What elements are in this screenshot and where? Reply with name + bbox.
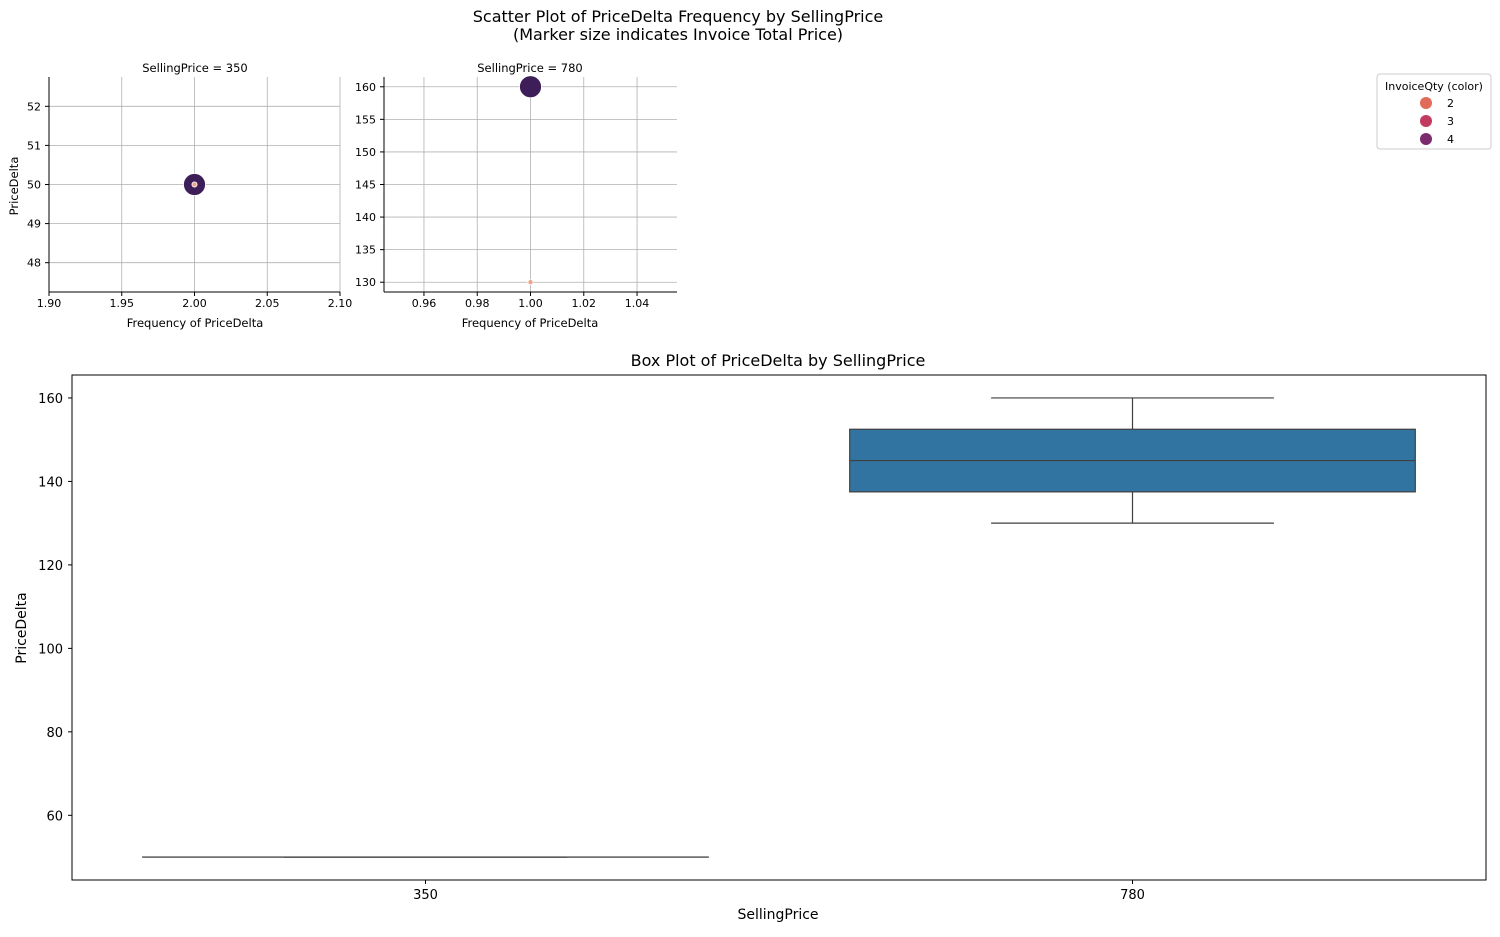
x-tick-label: 1.00 xyxy=(518,297,543,310)
scatter-point xyxy=(519,75,542,99)
y-tick-label: 50 xyxy=(27,179,41,192)
box-780 xyxy=(849,397,1416,524)
x-tick-label: 0.96 xyxy=(412,297,437,310)
y-tick-label: 60 xyxy=(46,809,63,824)
scatter-panel-350: SellingPrice = 350 Frequency of PriceDel… xyxy=(7,61,352,330)
x-tick-label: 0.98 xyxy=(465,297,490,310)
scatter-point xyxy=(527,279,534,286)
y-tick-label: 130 xyxy=(355,276,376,289)
y-tick-label: 49 xyxy=(27,218,41,231)
box-plot-panel: Box Plot of PriceDelta by SellingPrice S… xyxy=(14,351,1487,923)
y-tick-label: 150 xyxy=(355,146,376,159)
grid xyxy=(384,77,677,292)
legend-marker-4 xyxy=(1420,133,1432,145)
legend-label-2: 2 xyxy=(1447,97,1454,110)
panel-title: Box Plot of PriceDelta by SellingPrice xyxy=(631,351,926,370)
x-axis-label: Frequency of PriceDelta xyxy=(462,316,599,330)
scatter-panel-780: SellingPrice = 780 Frequency of PriceDel… xyxy=(355,61,677,330)
axes-frame xyxy=(71,374,1487,881)
y-tick-label: 51 xyxy=(27,139,41,152)
scatter-point xyxy=(191,181,198,188)
y-tick-label: 160 xyxy=(38,392,63,407)
legend: InvoiceQty (color) 2 3 4 xyxy=(1376,73,1492,150)
x-tick-label: 2.00 xyxy=(182,297,207,310)
y-tick-label: 135 xyxy=(355,244,376,257)
legend-marker-2 xyxy=(1420,97,1432,109)
x-tick-label: 1.90 xyxy=(37,297,62,310)
x-tick-label: 350 xyxy=(413,888,438,903)
y-tick-label: 100 xyxy=(38,642,63,657)
y-tick-label: 120 xyxy=(38,559,63,574)
figure-subtitle: (Marker size indicates Invoice Total Pri… xyxy=(513,25,843,44)
x-axis-label: Frequency of PriceDelta xyxy=(127,316,264,330)
x-tick-label: 1.02 xyxy=(572,297,597,310)
panel-title: SellingPrice = 350 xyxy=(142,61,248,75)
y-tick-label: 80 xyxy=(46,726,63,741)
figure-title: Scatter Plot of PriceDelta Frequency by … xyxy=(473,7,883,26)
y-tick-label: 52 xyxy=(27,100,41,113)
legend-label-3: 3 xyxy=(1447,115,1454,128)
y-tick-label: 140 xyxy=(38,475,63,490)
legend-frame xyxy=(1376,73,1492,150)
x-axis-label: SellingPrice xyxy=(737,907,818,923)
y-tick-label: 48 xyxy=(27,257,41,270)
y-axis-label: PriceDelta xyxy=(7,157,21,216)
legend-title: InvoiceQty (color) xyxy=(1385,80,1483,93)
y-axis-label: PriceDelta xyxy=(14,592,30,664)
x-tick-label: 2.05 xyxy=(255,297,280,310)
x-tick-label: 1.04 xyxy=(625,297,650,310)
panel-title: SellingPrice = 780 xyxy=(477,61,583,75)
grid xyxy=(48,77,341,292)
x-tick-label: 780 xyxy=(1120,888,1145,903)
y-tick-label: 145 xyxy=(355,179,376,192)
y-tick-label: 140 xyxy=(355,211,376,224)
x-tick-label: 1.95 xyxy=(110,297,135,310)
y-tick-label: 160 xyxy=(355,81,376,94)
legend-marker-3 xyxy=(1420,115,1432,127)
y-tick-label: 155 xyxy=(355,113,376,126)
legend-label-4: 4 xyxy=(1447,133,1454,146)
x-tick-label: 2.10 xyxy=(328,297,353,310)
